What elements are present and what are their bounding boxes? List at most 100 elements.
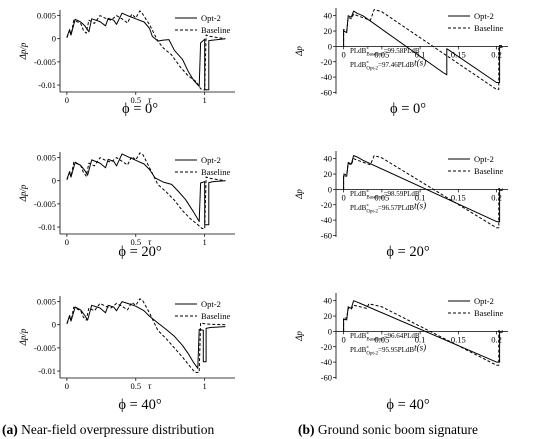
x-tick-label: 0 [65,237,69,247]
chart-4: 40 20 0 -20 -40 -60 0 0.05 0.1 0.15 0.2 Δp t(s) Opt-2… [294,151,508,240]
x-axis-label: t(s) [414,57,426,67]
x-tick-label: 0.1 [415,192,426,202]
x-tick-label: 0.5 [130,237,141,247]
phi-label-row-3: ϕ = 40° [118,397,162,413]
x-tick-label: 0 [342,49,346,59]
legend-label: Opt-2 [474,154,494,164]
x-tick-label: 0 [65,381,69,391]
phi-label-row-1-right: ϕ = 0° [390,101,426,117]
legend-label: Baseline [474,308,503,318]
y-tick-label: 20 [324,311,333,321]
charts-layer: 0.005 0 -0.005 -0.01 0 0.5 1 Δp/p τ Opt-2 Baseline… [18,8,508,391]
y-tick-label: -20 [321,200,332,210]
legend-label: Baseline [201,25,230,35]
legend-label: Baseline [201,311,230,321]
y-tick-label: -0.01 [38,80,56,90]
y-tick-label: -0.01 [38,366,56,376]
caption-b-text: Ground sonic boom signature [315,422,478,437]
y-tick-label: 0.005 [37,153,56,163]
y-axis-label: Δp/p [18,328,28,346]
x-tick-label: 0.2 [491,334,502,344]
pldb-annotation: PLdB* Opt-2=96.57PLdB [350,204,414,215]
y-tick-label: -0.005 [34,199,56,209]
pldb-annotation: PLdB* Baseline=99.58PLdB [350,47,420,58]
y-tick-label: -60 [321,87,332,97]
y-tick-label: -20 [321,342,332,352]
x-axis-label: t(s) [414,200,426,210]
phi-label-row-3-right: ϕ = 40° [386,397,430,413]
y-tick-label: -20 [321,57,332,67]
y-tick-label: -40 [321,215,332,225]
y-tick-label: 0.005 [37,11,56,21]
series-baseline-line [343,9,503,90]
y-tick-label: -60 [321,372,332,382]
legend-label: Opt-2 [474,11,494,21]
y-tick-label: -60 [321,230,332,240]
x-tick-label: 0.15 [451,49,466,59]
series-baseline-line [343,303,503,366]
y-tick-label: 20 [324,169,333,179]
x-tick-label: 0.05 [374,49,389,59]
legend-label: Opt-2 [201,13,221,23]
caption-a-tag: (a) [2,422,18,437]
series-baseline-line [343,155,503,229]
x-axis-label: τ [148,237,152,247]
y-axis-label: Δp [294,189,304,200]
caption-b-tag: (b) [298,422,315,437]
legend-label: Opt-2 [201,155,221,165]
pldb-annotation: PLdB* Baseline=96.64PLdB [350,332,420,343]
series-baseline-line [66,10,226,91]
x-axis-label: τ [148,95,152,105]
x-tick-label: 0.2 [491,192,502,202]
y-tick-label: 0 [52,176,56,186]
y-tick-label: -40 [321,357,332,367]
y-tick-label: -0.005 [34,57,56,67]
y-tick-label: 0 [52,34,56,44]
phi-label-row-2-right: ϕ = 20° [386,244,430,260]
x-tick-label: 0.1 [415,334,426,344]
pldb-annotation: PLdB* Opt-2=97.46PLdB [350,61,414,72]
y-axis-label: Δp/p [18,42,28,60]
legend-label: Baseline [474,166,503,176]
x-tick-label: 0.15 [451,334,466,344]
x-axis-label: τ [148,381,152,391]
series-baseline-line [66,298,226,373]
x-tick-label: 0.1 [415,49,426,59]
caption-a-text: Near-field overpressure distribution [18,422,215,437]
series-opt-2-line [66,153,226,226]
chart-6: 40 20 0 -20 -40 -60 0 0.05 0.1 0.15 0.2 Δp t(s) Opt-2… [294,293,508,382]
series-baseline-line [66,152,226,230]
phi-label-row-1: ϕ = 0° [122,101,158,117]
chart-3: 0.005 0 -0.005 -0.01 0 0.5 1 Δp/p τ Opt-2 Baseline [18,152,235,247]
y-tick-label: 20 [324,26,333,36]
chart-5: 0.005 0 -0.005 -0.01 0 0.5 1 Δp/p τ Opt-2 Baseline [18,296,235,391]
x-tick-label: 0.05 [374,192,389,202]
y-axis-label: Δp [294,46,304,57]
pldb-annotation: PLdB* Baseline=98.59PLdB [350,190,420,201]
y-axis-label: Δp/p [18,184,28,202]
y-tick-label: 40 [324,154,333,164]
x-tick-label: 0 [342,334,346,344]
legend-label: Baseline [474,23,503,33]
phi-label-row-2: ϕ = 20° [118,244,162,260]
legend-label: Baseline [201,167,230,177]
y-tick-label: 0 [328,326,332,336]
x-tick-label: 0.15 [451,192,466,202]
x-tick-label: 0.5 [130,95,141,105]
chart-1: 0.005 0 -0.005 -0.01 0 0.5 1 Δp/p τ Opt-2 Baseline [18,10,235,105]
y-tick-label: -40 [321,72,332,82]
legend-label: Opt-2 [474,296,494,306]
x-tick-label: 0.5 [130,381,141,391]
chart-2: 40 20 0 -20 -40 -60 0 0.05 0.1 0.15 0.2 Δp t(s) Opt-2… [294,8,508,97]
y-tick-label: 0 [328,184,332,194]
pldb-annotation: PLdB* Opt-2=95.95PLdB [350,346,414,357]
caption-a: (a) Near-field overpressure distribution [2,422,215,437]
x-tick-label: 1 [203,95,207,105]
y-tick-label: 40 [324,296,333,306]
y-tick-label: 0.005 [37,297,56,307]
series-opt-2-line [66,301,226,369]
x-tick-label: 0.05 [374,334,389,344]
x-tick-label: 1 [203,237,207,247]
series-opt-2-line [343,300,503,363]
